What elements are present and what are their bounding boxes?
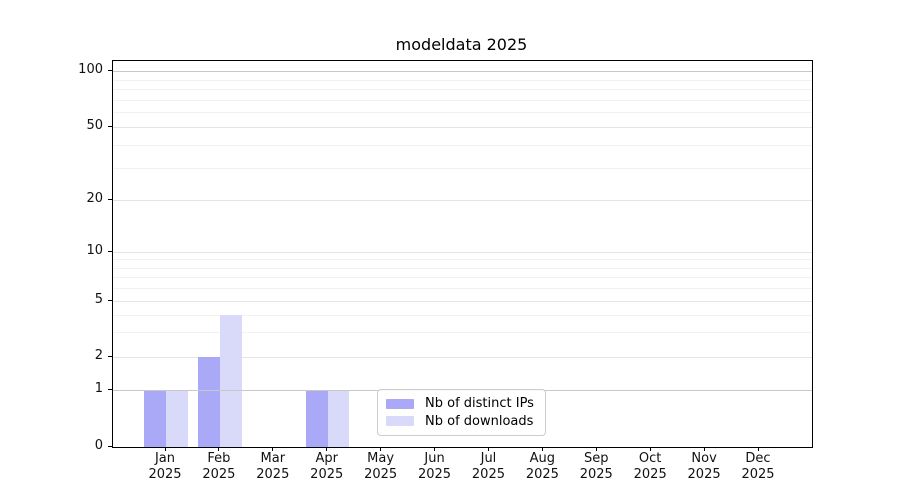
x-tick-mark (487, 447, 489, 451)
chart-title: modeldata 2025 (395, 35, 528, 54)
gridline-major (113, 356, 812, 358)
x-tick-mark (649, 447, 651, 451)
legend-item: Nb of distinct IPs (386, 395, 537, 413)
legend-label: Nb of distinct IPs (425, 396, 534, 412)
x-tick-mark (272, 447, 274, 451)
gridline-major (113, 127, 812, 128)
x-tick-mark (434, 447, 436, 451)
x-tick-label: Jun 2025 (418, 451, 451, 483)
x-tick-label: Jul 2025 (472, 451, 505, 483)
year-label: 2025 (687, 467, 721, 482)
gridline-minor (113, 99, 812, 101)
legend-label: Nb of downloads (425, 413, 534, 429)
y-tick-label: 1 (94, 381, 103, 396)
gridline-minor (113, 112, 812, 114)
y-tick-label: 2 (94, 347, 103, 363)
year-label: 2025 (364, 467, 398, 482)
x-tick-label: May 2025 (364, 451, 397, 483)
y-tick-label: 50 (86, 118, 103, 133)
x-tick-mark (595, 447, 597, 451)
x-tick-label: Mar 2025 (256, 451, 289, 483)
bar-distinct-ips (198, 356, 220, 447)
legend-item: Nb of downloads (386, 413, 537, 431)
bar-downloads (166, 390, 188, 447)
gridline-major (113, 200, 812, 201)
x-tick-mark (757, 447, 759, 451)
x-tick-mark (326, 447, 328, 451)
gridline-minor (113, 314, 812, 316)
gridline-minor (113, 89, 812, 91)
y-tick-label: 0 (94, 438, 103, 453)
x-tick-label: Feb 2025 (202, 451, 235, 483)
x-tick-mark (703, 447, 705, 451)
month-label: Jan (154, 451, 176, 466)
gridline-minor (113, 277, 812, 279)
month-label: Dec (745, 451, 771, 466)
x-tick-label: Nov 2025 (688, 451, 721, 483)
y-tick-mark (108, 70, 112, 71)
y-tick-label: 20 (86, 191, 103, 206)
gridline-minor (113, 167, 812, 169)
x-tick-label: Sep 2025 (580, 451, 613, 483)
x-tick-label: Oct 2025 (634, 451, 667, 483)
y-tick-mark (108, 251, 112, 252)
bar-downloads (219, 314, 242, 447)
year-label: 2025 (310, 467, 344, 482)
gridline-minor (113, 267, 812, 269)
gridline-major (113, 252, 812, 253)
y-tick-mark (108, 355, 112, 357)
x-tick-label: Jan 2025 (148, 451, 181, 483)
y-tick-mark (108, 199, 112, 200)
legend-swatch (386, 398, 414, 409)
legend: Nb of distinct IPs Nb of downloads (377, 389, 546, 436)
month-label: Jun (424, 451, 445, 466)
month-label: Apr (315, 451, 338, 466)
bar-distinct-ips (306, 390, 328, 447)
month-label: Oct (638, 451, 662, 466)
month-label: Mar (260, 451, 286, 466)
x-tick-label: Apr 2025 (310, 451, 343, 483)
y-tick-label: 100 (78, 62, 103, 77)
month-label: Sep (584, 451, 609, 466)
month-label: Nov (691, 451, 717, 466)
gridline-minor (113, 331, 812, 333)
x-tick-label: Aug 2025 (526, 451, 559, 483)
month-label: Feb (207, 451, 231, 466)
gridline-minor (113, 288, 812, 290)
year-label: 2025 (256, 467, 290, 482)
year-label: 2025 (202, 467, 236, 482)
year-label: 2025 (633, 467, 667, 482)
x-tick-mark (541, 447, 543, 451)
x-tick-mark (218, 447, 220, 451)
year-label: 2025 (525, 467, 559, 482)
year-label: 2025 (417, 467, 452, 482)
y-tick-label: 5 (94, 292, 103, 307)
gridline-major (113, 71, 812, 72)
bar-downloads (327, 390, 350, 447)
month-label: Aug (529, 451, 556, 466)
y-tick-label: 10 (86, 243, 103, 258)
month-label: May (367, 451, 395, 466)
y-tick-mark (108, 389, 112, 390)
plot-area (112, 60, 813, 448)
year-label: 2025 (741, 467, 775, 482)
x-tick-mark (380, 447, 382, 451)
y-tick-mark (108, 446, 112, 447)
x-tick-label: Dec 2025 (741, 451, 774, 483)
year-label: 2025 (471, 467, 505, 482)
gridline-minor (113, 144, 812, 146)
x-tick-mark (164, 447, 166, 451)
year-label: 2025 (579, 467, 613, 482)
y-tick-mark (108, 300, 112, 301)
gridline-minor (113, 259, 812, 261)
y-tick-mark (108, 126, 112, 127)
year-label: 2025 (148, 467, 182, 482)
gridline-major (113, 301, 812, 302)
legend-swatch (386, 416, 414, 427)
gridline-minor (113, 79, 812, 81)
bar-distinct-ips (144, 390, 166, 447)
month-label: Jul (480, 451, 497, 466)
